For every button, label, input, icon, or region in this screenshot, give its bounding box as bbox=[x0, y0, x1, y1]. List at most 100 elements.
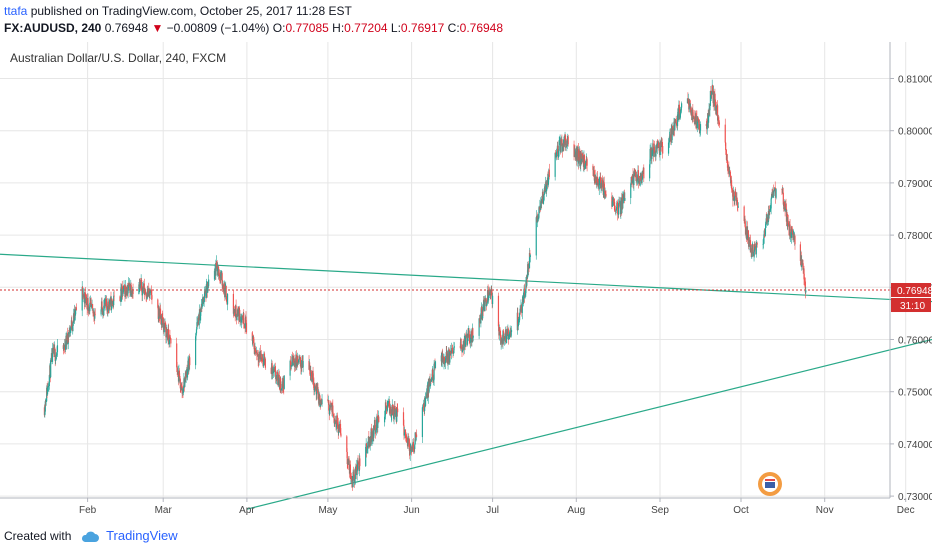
candle-body bbox=[106, 305, 108, 309]
candle-body bbox=[518, 322, 520, 325]
candle-body bbox=[615, 210, 617, 212]
candle-body bbox=[289, 360, 292, 366]
candle-body bbox=[451, 348, 453, 354]
candle-body bbox=[803, 279, 806, 281]
candle-body bbox=[731, 189, 734, 193]
candle-body bbox=[365, 446, 367, 467]
candle-body bbox=[390, 406, 392, 417]
candle-body bbox=[139, 283, 141, 288]
candle-body bbox=[182, 389, 185, 393]
candle-body bbox=[253, 343, 255, 350]
candle-body bbox=[714, 99, 716, 108]
candle-body bbox=[394, 408, 396, 417]
candle-body bbox=[615, 208, 617, 211]
low-value: 0.76917 bbox=[400, 21, 445, 35]
published-text: published on TradingView.com, October 25… bbox=[30, 4, 352, 18]
candle-body bbox=[726, 160, 729, 168]
candle-body bbox=[717, 105, 719, 121]
candle-body bbox=[186, 369, 189, 378]
candle-body bbox=[631, 176, 633, 181]
candle-body bbox=[178, 370, 180, 382]
candle-body bbox=[679, 114, 681, 117]
candle-body bbox=[616, 202, 618, 209]
candle-body bbox=[321, 403, 323, 405]
candle-body bbox=[640, 174, 643, 183]
candle-body bbox=[630, 183, 632, 198]
candle-body bbox=[122, 289, 124, 294]
candle-body bbox=[203, 298, 205, 302]
candle-body bbox=[424, 397, 427, 406]
candle-body bbox=[637, 170, 639, 183]
candle-body bbox=[397, 408, 399, 413]
candle-body bbox=[649, 164, 651, 179]
candle-body bbox=[518, 320, 520, 323]
candle-body bbox=[185, 376, 187, 378]
candle-body bbox=[614, 210, 616, 212]
candle-body bbox=[781, 189, 783, 193]
candle-body bbox=[86, 297, 88, 304]
candle-body bbox=[316, 383, 318, 389]
candle-body bbox=[378, 416, 380, 423]
candle-body bbox=[699, 130, 701, 134]
candle-body bbox=[718, 120, 720, 123]
earnings-icon[interactable] bbox=[758, 472, 782, 496]
candle-body bbox=[770, 198, 772, 209]
candle-body bbox=[276, 372, 278, 381]
candle-body bbox=[582, 155, 584, 164]
candle-body bbox=[679, 109, 681, 117]
candle-body bbox=[678, 104, 680, 110]
candle-body bbox=[524, 294, 526, 299]
tradingview-link[interactable]: TradingView bbox=[106, 528, 178, 543]
candle-body bbox=[622, 199, 624, 204]
candle-body bbox=[330, 405, 332, 407]
candle-body bbox=[108, 304, 110, 311]
candle-body bbox=[488, 294, 491, 296]
candle-body bbox=[335, 420, 337, 428]
price-chart[interactable]: 0.810000.800000.790000.780000.770000.760… bbox=[0, 42, 932, 520]
candle-body bbox=[146, 297, 148, 299]
candle-body bbox=[616, 202, 618, 205]
candle-body bbox=[90, 302, 92, 307]
chart-area[interactable]: 0.810000.800000.790000.780000.770000.760… bbox=[0, 42, 932, 520]
candle-body bbox=[641, 179, 643, 183]
candle-body bbox=[387, 404, 389, 407]
candle-body bbox=[752, 244, 754, 254]
candle-body bbox=[293, 357, 295, 363]
candle-body bbox=[198, 312, 200, 326]
y-tick-label: 0.78000 bbox=[898, 231, 932, 242]
candle-body bbox=[694, 120, 696, 125]
candle-body bbox=[595, 177, 597, 184]
candle-body bbox=[90, 301, 92, 303]
candle-body bbox=[564, 135, 567, 145]
candle-body bbox=[622, 194, 625, 200]
candle-body bbox=[784, 202, 786, 207]
candle-body bbox=[373, 429, 375, 438]
candle-body bbox=[653, 146, 655, 157]
x-tick-label: Nov bbox=[816, 505, 834, 516]
candle-body bbox=[245, 322, 248, 333]
candle-body bbox=[148, 288, 150, 294]
candle-body bbox=[217, 266, 220, 277]
x-tick-label: Dec bbox=[897, 505, 915, 516]
candle-body bbox=[252, 340, 254, 342]
author-link[interactable]: ttafa bbox=[4, 4, 28, 18]
candle-body bbox=[165, 330, 167, 338]
symbol-info-bar: FX:AUDUSD, 240 0.76948 ▼ −0.00809 (−1.04… bbox=[4, 20, 503, 36]
candle-body bbox=[669, 134, 671, 141]
candle-body bbox=[603, 182, 605, 195]
candle-body bbox=[339, 423, 342, 434]
candle-body bbox=[480, 313, 482, 324]
candle-body bbox=[224, 287, 226, 298]
candle-body bbox=[506, 334, 509, 336]
close-label: C: bbox=[447, 21, 460, 35]
candle-body bbox=[75, 307, 77, 311]
candle-body bbox=[373, 425, 375, 430]
current-price-tag: 0.76948 bbox=[897, 286, 932, 297]
candle-body bbox=[226, 296, 228, 302]
candle-body bbox=[277, 382, 279, 386]
candle-body bbox=[195, 333, 197, 337]
candle-body bbox=[179, 378, 181, 389]
candle-body bbox=[676, 114, 679, 127]
candle-body bbox=[471, 338, 473, 343]
candle-body bbox=[631, 174, 634, 183]
